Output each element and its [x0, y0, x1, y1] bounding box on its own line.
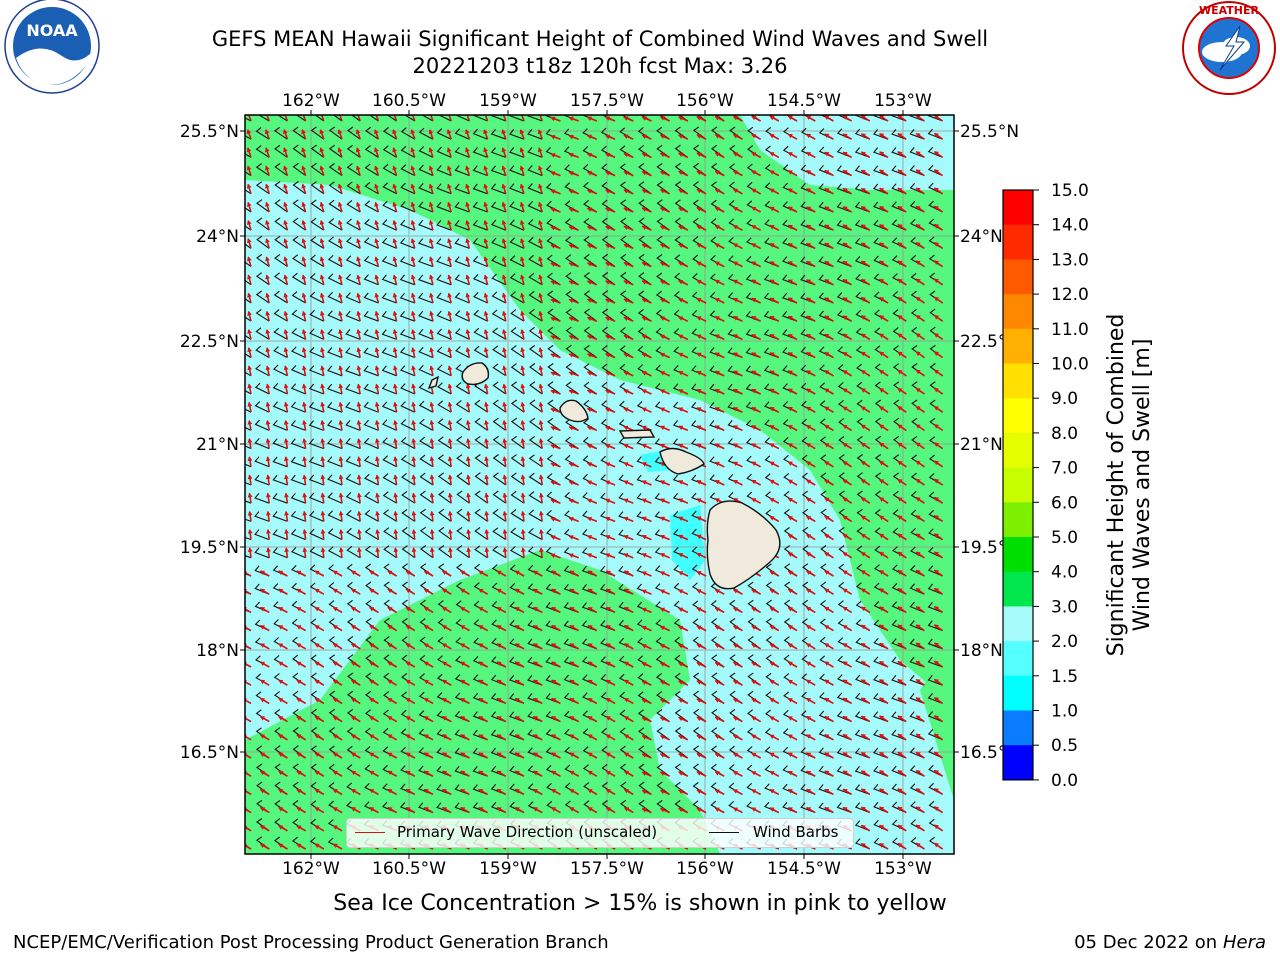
sea-ice-caption: Sea Ice Concentration > 15% is shown in … [333, 891, 947, 916]
colorbar-segment [1003, 259, 1033, 295]
lat-label-left: 21°N [196, 435, 239, 455]
lon-label-top: 156°W [676, 91, 734, 111]
map-legend: Primary Wave Direction (unscaled) Wind B… [346, 818, 854, 848]
wave-height-3-4m-area-north [245, 115, 954, 690]
colorbar-segment [1003, 432, 1033, 469]
island-maui [659, 447, 705, 475]
colorbar-tick-label: 0.5 [1051, 736, 1078, 756]
colorbar-tick-label: 15.0 [1051, 181, 1089, 201]
primary-wave-legend-label: Primary Wave Direction (unscaled) [397, 823, 658, 841]
lon-label-bottom: 154.5°W [767, 859, 841, 879]
lat-label-left: 25.5°N [180, 122, 239, 142]
colorbar-segment [1003, 328, 1033, 365]
colorbar-tick-label: 3.0 [1051, 597, 1078, 617]
colorbar-tick-label: 1.0 [1051, 702, 1078, 722]
map-subtitle: 20221203 t18z 120h fcst Max: 3.26 [412, 54, 788, 78]
wind-barbs-legend-swatch [709, 832, 739, 833]
colorbar-segment [1003, 502, 1033, 538]
lon-label-top: 159°W [479, 91, 537, 111]
map-tick-labels: 162°W 162°W 160.5°W 160.5°W 159°W 159°W 157.5°… [180, 91, 1019, 879]
hawaiian-islands [427, 362, 781, 590]
lat-label-left: 16.5°N [180, 743, 239, 763]
lat-label-left: 19.5°N [180, 538, 239, 558]
lon-label-top: 162°W [282, 91, 340, 111]
colorbar-segment [1003, 363, 1033, 399]
primary-wave-direction-arrows [245, 115, 944, 850]
colorbar-segment [1003, 675, 1033, 712]
lon-label-top: 154.5°W [767, 91, 841, 111]
colorbar-segment [1003, 294, 1033, 330]
colorbar-tick-label: 5.0 [1051, 528, 1078, 548]
colorbar-tick-label: 8.0 [1051, 424, 1078, 444]
svg-text:NOAA: NOAA [26, 21, 78, 40]
lon-label-top: 157.5°W [570, 91, 644, 111]
wind-barbs-legend-label: Wind Barbs [753, 823, 839, 841]
colorbar-tick-label: 1.5 [1051, 667, 1078, 687]
colorbar-segment [1003, 537, 1033, 573]
lon-label-top: 153°W [874, 91, 932, 111]
colorbar-segment [1003, 710, 1033, 746]
colorbar-segment [1003, 571, 1033, 607]
lon-label-bottom: 153°W [874, 859, 932, 879]
colorbar-tick-label: 14.0 [1051, 216, 1089, 236]
colorbar-tick-label: 7.0 [1051, 459, 1078, 479]
island-kauai [461, 362, 490, 386]
colorbar-tick-label: 0.0 [1051, 771, 1078, 791]
lat-label-right: 21°N [960, 435, 1003, 455]
island-molokai [618, 429, 656, 439]
lat-label-left: 22.5°N [180, 332, 239, 352]
lon-label-top: 160.5°W [372, 91, 446, 111]
island-niihau [427, 375, 440, 390]
colorbar-tick-label: 13.0 [1051, 250, 1089, 270]
colorbar-tick-label: 10.0 [1051, 355, 1089, 375]
colorbar-segment [1003, 398, 1033, 434]
noaa-logo-icon: NOAA [4, 0, 100, 94]
colorbar-tick-label: 4.0 [1051, 563, 1078, 583]
colorbar-tick-label: 11.0 [1051, 320, 1089, 340]
colorbar-tick-label: 12.0 [1051, 285, 1089, 305]
colorbar-segment [1003, 190, 1033, 226]
colorbar-segment [1003, 745, 1033, 781]
lat-label-right: 24°N [960, 227, 1003, 247]
lon-label-bottom: 157.5°W [570, 859, 644, 879]
colorbar-segment [1003, 224, 1033, 260]
colorbar-segment [1003, 467, 1033, 503]
colorbar: 15.0 14.0 13.0 12.0 11.0 10.0 9.0 8.0 7.0 6.0 5.0 4… [1002, 181, 1089, 791]
footer-branch: NCEP/EMC/Verification Post Processing Pr… [13, 932, 609, 953]
colorbar-segment [1003, 606, 1033, 642]
island-big-island [706, 500, 781, 590]
lat-label-right: 18°N [960, 641, 1003, 661]
primary-wave-legend-swatch [355, 832, 385, 833]
colorbar-tick-label: 6.0 [1051, 493, 1078, 513]
colorbar-tick-label: 9.0 [1051, 389, 1078, 409]
lon-label-bottom: 156°W [676, 859, 734, 879]
lon-label-bottom: 159°W [479, 859, 537, 879]
lat-label-left: 24°N [196, 227, 239, 247]
lat-label-left: 18°N [196, 641, 239, 661]
colorbar-segment [1003, 641, 1033, 677]
lon-label-bottom: 160.5°W [372, 859, 446, 879]
svg-text:WEATHER: WEATHER [1199, 4, 1260, 17]
map-title: GEFS MEAN Hawaii Significant Height of C… [211, 27, 989, 51]
footer-date: 05 Dec 2022 on Hera [1074, 932, 1266, 953]
map-frame [244, 114, 955, 855]
lon-label-bottom: 162°W [282, 859, 340, 879]
nws-logo-icon: WEATHER [1182, 1, 1276, 95]
lat-label-right: 25.5°N [960, 122, 1019, 142]
wave-height-3-4m-area-south [245, 550, 720, 854]
colorbar-tick-label: 2.0 [1051, 632, 1078, 652]
island-oahu [559, 399, 589, 423]
